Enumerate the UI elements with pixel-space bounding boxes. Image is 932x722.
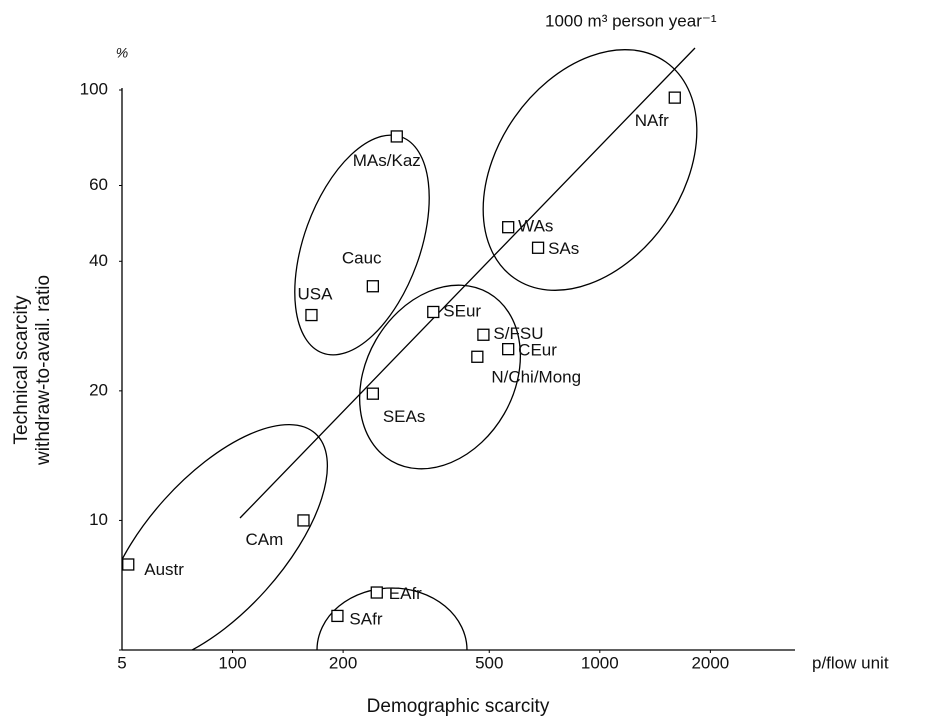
point xyxy=(331,609,344,623)
point xyxy=(477,328,490,341)
annotation: 1000 m³ person year⁻¹ xyxy=(545,11,717,30)
point-label: S/FSU xyxy=(493,324,543,343)
point-label: MAs/Kaz xyxy=(353,151,421,170)
threshold-line xyxy=(239,47,696,519)
point-label: CEur xyxy=(518,341,557,360)
y-tick-label: 40 xyxy=(89,251,108,270)
point xyxy=(305,308,318,322)
point xyxy=(502,342,515,356)
point-label: SAfr xyxy=(349,609,382,628)
group-ellipse xyxy=(358,284,522,470)
x-tick-label: 2000 xyxy=(691,653,729,672)
group-ellipse xyxy=(482,49,698,291)
y-tick-label: 10 xyxy=(89,510,108,529)
point xyxy=(122,558,135,571)
point-label: WAs xyxy=(518,217,553,236)
point-label: SEAs xyxy=(383,407,426,426)
y-axis-title: withdraw-to-avail. ratio xyxy=(33,275,54,466)
x-axis-title: Demographic scarcity xyxy=(367,696,550,717)
point-label: USA xyxy=(297,285,333,304)
point-label: SEur xyxy=(443,301,481,320)
groupings xyxy=(122,47,698,650)
y-tick-label: 60 xyxy=(89,175,108,194)
point xyxy=(366,280,380,293)
y-tick-label: 100 xyxy=(80,79,108,98)
y-unit: % xyxy=(116,45,128,61)
group-ellipse xyxy=(122,423,329,650)
x-tick-label: 1000 xyxy=(581,653,619,672)
point xyxy=(390,130,403,143)
y-tick-label: 20 xyxy=(89,380,108,399)
point xyxy=(370,586,383,599)
point xyxy=(366,387,380,400)
point-label: N/Chi/Mong xyxy=(491,367,581,386)
point-label: CAm xyxy=(245,530,283,549)
y-axis-title: Technical scarcity xyxy=(11,295,32,444)
point-label: NAfr xyxy=(635,111,669,130)
point xyxy=(502,221,515,234)
point xyxy=(668,91,681,104)
x-tick-label: 500 xyxy=(475,653,503,672)
y-tick-label: 5 xyxy=(117,653,126,672)
group-ellipse xyxy=(316,587,468,650)
point xyxy=(471,350,484,363)
point-label: Austr xyxy=(144,560,184,579)
point-label: SAs xyxy=(548,239,579,258)
point xyxy=(531,241,545,254)
x-tick-label: 200 xyxy=(329,653,357,672)
x-tick-label: 100 xyxy=(218,653,246,672)
point-label: EAfr xyxy=(389,584,422,603)
x-unit: p/flow unit xyxy=(812,653,889,672)
point xyxy=(297,514,310,527)
point xyxy=(427,305,440,319)
point-label: Cauc xyxy=(342,249,382,268)
